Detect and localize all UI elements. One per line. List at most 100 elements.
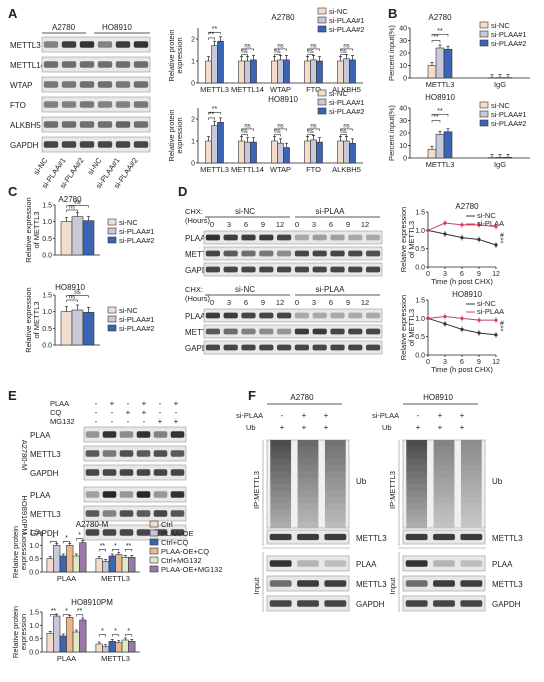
blot-label-plaa: PLAA <box>185 312 206 321</box>
blot-label-wtap: WTAP <box>10 81 33 90</box>
sig-label: ** <box>209 31 215 38</box>
y-tick-label: 1.5 <box>29 610 39 617</box>
y-tick-label: 1.5 <box>42 293 52 300</box>
x-tick-label: 0 <box>426 271 430 278</box>
bar <box>250 141 257 164</box>
x-tick-label: IgG <box>494 160 506 169</box>
legend-label: si-PLAA#1 <box>491 110 526 119</box>
sig-label: ** <box>437 28 443 35</box>
blot-band <box>348 328 363 335</box>
blot-band <box>115 81 131 88</box>
y-tick-label: 0 <box>191 161 195 168</box>
legend-label: si-PLAA#2 <box>119 236 154 245</box>
legend-swatch <box>149 565 159 573</box>
blot-e-b-mettl3 <box>83 505 187 522</box>
treatment-label: PLAA <box>50 399 69 408</box>
blot-band <box>269 580 292 587</box>
y-axis-label: Relative protein <box>167 109 176 161</box>
bar <box>59 635 67 653</box>
blot-band <box>365 328 381 335</box>
legend-swatch <box>479 110 489 118</box>
chart-title: HO8910 <box>425 93 455 102</box>
y-tick-label: 0.5 <box>415 246 425 253</box>
y-tick-label: 1.5 <box>415 210 425 217</box>
bar <box>211 125 218 164</box>
smear-segment <box>324 490 346 498</box>
legend-label: si-NC <box>119 306 138 315</box>
chart-c-ho8910: 0.0 0.5 1.0 1.5 Relative expression of METTL3… <box>24 287 100 353</box>
blot-label-mettl3: METTL3 <box>356 534 387 543</box>
bar <box>277 59 284 84</box>
blot-band <box>433 533 455 541</box>
blot-band <box>133 81 149 88</box>
blot-band <box>348 234 363 241</box>
y-tick-label: 10 <box>399 143 407 150</box>
blot-band <box>119 431 134 438</box>
smear-segment <box>406 502 428 510</box>
bar <box>53 545 61 573</box>
smear-segment <box>270 521 292 529</box>
sig-label: ns <box>69 205 75 211</box>
legend-swatch <box>479 39 489 47</box>
blot-band <box>102 491 117 498</box>
blot-band <box>312 250 327 257</box>
sig-label: ns <box>244 123 250 129</box>
bar <box>349 142 356 164</box>
y-tick-label: 40 <box>399 26 407 33</box>
blot-band <box>97 141 113 148</box>
sig-label: * <box>65 608 68 615</box>
y-tick-label: 1.0 <box>42 309 52 316</box>
sig-label: ** <box>212 26 218 33</box>
sig-label: ns <box>277 43 283 49</box>
legend-swatch <box>107 306 117 314</box>
bar <box>217 40 224 84</box>
y-tick-label: 1.5 <box>415 298 425 305</box>
blot-band <box>241 234 256 241</box>
treatment-sign: - <box>111 417 114 426</box>
smear-segment <box>460 440 482 447</box>
smear-segment <box>270 452 292 460</box>
blot-band <box>43 61 59 68</box>
smear-segment <box>406 521 428 529</box>
sig-label: * <box>101 628 104 635</box>
blot-band <box>85 469 100 476</box>
y-tick-label: 20 <box>399 51 407 58</box>
bar <box>250 59 257 84</box>
smear-segment <box>270 515 292 523</box>
smear-segment <box>270 465 292 472</box>
blot-band <box>61 141 77 148</box>
bar <box>71 216 84 256</box>
y-tick-label: 0 <box>403 76 407 83</box>
smear-segment <box>460 477 482 485</box>
blot-a-gapdh <box>41 136 151 153</box>
blot-label-gapdh: GAPDH <box>356 600 385 609</box>
hour-label: 3 <box>312 220 316 229</box>
blot-band <box>294 328 310 335</box>
blot-label-mettl3: METTL3 <box>492 580 523 589</box>
bar <box>244 60 251 84</box>
blot-band <box>97 101 113 108</box>
smear-segment <box>406 458 428 466</box>
smear-segment <box>460 458 482 466</box>
legend-swatch <box>317 25 327 33</box>
chart-title: HO8910 <box>452 290 482 299</box>
blot-band <box>330 328 345 335</box>
blot-band <box>61 61 77 68</box>
blot-band <box>85 450 100 457</box>
treatment-sign: - <box>127 399 130 408</box>
smear-segment <box>297 521 319 529</box>
blot-background <box>83 486 187 503</box>
blot-band <box>205 250 221 257</box>
legend-swatch <box>317 89 327 97</box>
blot-band <box>259 250 274 257</box>
smear-segment <box>324 477 346 485</box>
bar <box>310 59 317 84</box>
blot-band <box>61 101 77 108</box>
chart-title: HO8910 <box>268 95 298 104</box>
smear-segment <box>460 471 482 479</box>
blot-band <box>170 450 185 457</box>
blot-band <box>460 560 483 567</box>
y-tick-label: 10 <box>399 63 407 70</box>
treatment-sign: - <box>95 417 98 426</box>
